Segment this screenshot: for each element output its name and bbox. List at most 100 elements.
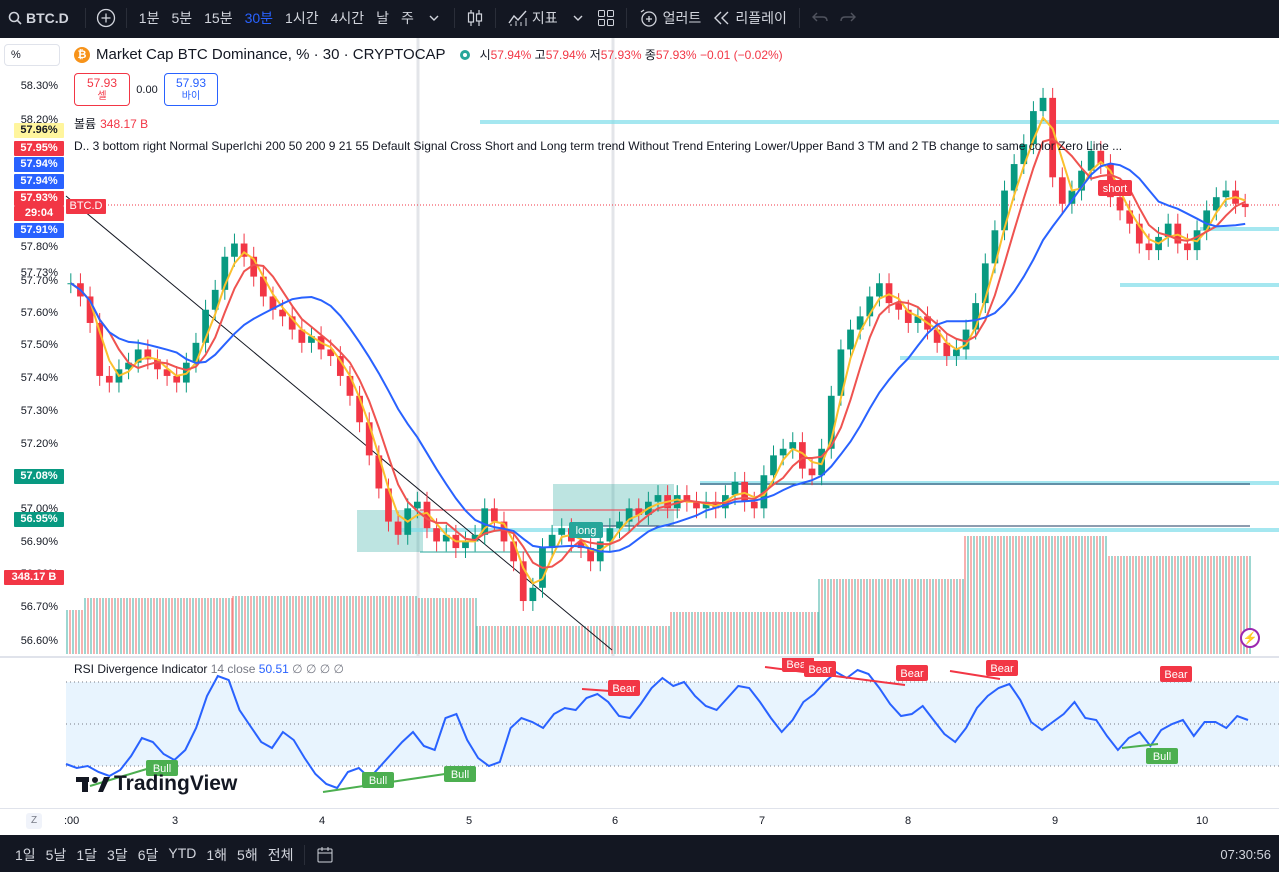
scale-mode-button[interactable]: %: [4, 44, 60, 66]
volume-bar: [790, 612, 792, 654]
goto-date-button[interactable]: [311, 837, 339, 872]
candle-body: [1116, 197, 1124, 211]
interval-3-button[interactable]: 30분: [244, 10, 274, 26]
volume-bar: [346, 596, 348, 654]
volume-bar: [551, 626, 553, 654]
volume-bar: [1105, 536, 1107, 654]
moving-average-line: [70, 162, 1246, 553]
volume-bar: [1033, 536, 1035, 654]
volume-bar: [355, 596, 357, 654]
range-0-button[interactable]: 1일: [15, 847, 36, 863]
volume-bar: [132, 598, 134, 654]
chart-area[interactable]: long short % ₿ Market Cap BTC Dominance, …: [0, 38, 1279, 835]
volume-bar: [129, 598, 131, 654]
interval-0-button[interactable]: 1분: [138, 10, 160, 26]
redo-button[interactable]: [834, 0, 862, 36]
volume-bar: [596, 626, 598, 654]
volume-legend[interactable]: 볼륨 348.17 B: [74, 117, 149, 131]
candle-body: [510, 541, 517, 562]
chart-type-button[interactable]: [461, 0, 489, 36]
volume-bar: [238, 596, 240, 654]
indicators-dropdown-button[interactable]: [564, 0, 592, 36]
symbol-search-button[interactable]: BTC.D: [0, 0, 79, 36]
volume-bar: [204, 598, 206, 654]
volume-bar: [700, 612, 702, 654]
rsi-pane[interactable]: Bear Bear Bear Bear Bear Bear Bull Bull Bull Bull…: [0, 658, 1279, 808]
undo-button[interactable]: [806, 0, 834, 36]
compare-add-button[interactable]: [92, 0, 120, 36]
volume-bar: [207, 598, 209, 654]
interval-dropdown-button[interactable]: [420, 0, 448, 36]
volume-bar: [147, 598, 149, 654]
interval-5-button[interactable]: 4시간: [330, 10, 365, 26]
volume-bar: [412, 596, 414, 654]
volume-bar: [433, 598, 435, 654]
sell-button[interactable]: 57.93 셀: [74, 73, 130, 106]
volume-bar: [1135, 556, 1137, 654]
volume-bar: [650, 626, 652, 654]
time-axis[interactable]: Z :00 3 4 5 6 7 8 9 10: [0, 808, 1279, 835]
volume-bar: [265, 596, 267, 654]
range-8-button[interactable]: 전체: [267, 847, 294, 863]
indicators-button[interactable]: 지표: [502, 0, 564, 36]
volume-bar: [727, 612, 729, 654]
interval-6-button[interactable]: 날: [376, 10, 390, 26]
market-status-icon[interactable]: [459, 49, 470, 60]
volume-bar: [195, 598, 197, 654]
range-7-button[interactable]: 5해: [237, 847, 258, 863]
interval-2-button[interactable]: 15분: [204, 10, 233, 26]
clock[interactable]: 07:30:56: [1220, 847, 1271, 862]
tradingview-logo[interactable]: TradingView: [76, 772, 237, 796]
lightning-icon[interactable]: ⚡: [1240, 628, 1260, 648]
volume-bar: [201, 598, 203, 654]
range-2-button[interactable]: 1달: [76, 847, 98, 863]
volume-bar: [1198, 556, 1200, 654]
candle-body: [1010, 164, 1018, 191]
volume-bar: [670, 612, 672, 654]
candle-body: [500, 521, 508, 542]
volume-bar: [491, 626, 493, 654]
replay-button[interactable]: 리플레이: [707, 0, 793, 36]
bear-signal-box: [1160, 666, 1192, 682]
volume-bar: [1111, 556, 1113, 654]
main-price-pane[interactable]: long short % ₿ Market Cap BTC Dominance, …: [0, 38, 1279, 656]
candle-body: [202, 309, 209, 343]
bear-signal-text: Bear: [1164, 669, 1188, 681]
candle-body: [519, 561, 527, 602]
buy-button[interactable]: 57.93 바이: [164, 73, 218, 106]
volume-bar: [376, 596, 378, 654]
legend-title[interactable]: Market Cap BTC Dominance, % · 30 · CRYPT…: [96, 46, 446, 63]
volume-bar: [1246, 556, 1248, 654]
volume-bar: [947, 579, 949, 654]
candle-body: [731, 481, 739, 496]
volume-bar: [914, 579, 916, 654]
bear-signal-box: [896, 665, 928, 681]
price-chart[interactable]: long short: [0, 38, 1279, 656]
volume-bar: [192, 598, 194, 654]
volume-bar: [225, 598, 227, 654]
range-3-button[interactable]: 3달: [107, 847, 128, 863]
volume-bar: [1237, 556, 1239, 654]
range-1-button[interactable]: 5날: [45, 847, 67, 863]
volume-bar: [593, 626, 595, 654]
range-6-button[interactable]: 1해: [206, 847, 228, 863]
bull-signal: Bull: [444, 766, 476, 782]
interval-7-button[interactable]: 주: [401, 10, 414, 26]
range-5-button[interactable]: YTD: [168, 845, 197, 861]
volume-bar: [1126, 556, 1128, 654]
indicator-legend[interactable]: D.. 3 bottom right Normal SuperIchi 200 …: [74, 139, 1123, 153]
alert-button[interactable]: 얼러트: [633, 0, 708, 36]
volume-bar: [141, 598, 143, 654]
auto-zoom-button[interactable]: Z: [26, 813, 42, 829]
templates-button[interactable]: [592, 0, 620, 36]
interval-1-button[interactable]: 5분: [171, 10, 193, 26]
interval-4-button[interactable]: 1시간: [285, 10, 319, 26]
candle-body: [904, 309, 912, 323]
rsi-legend[interactable]: RSI Divergence Indicator 14 close 50.51 …: [74, 662, 344, 676]
bear-signal-text: Bear: [900, 668, 924, 680]
range-4-button[interactable]: 6달: [137, 847, 159, 863]
volume-bar: [521, 626, 523, 654]
pane-divider[interactable]: [0, 656, 1279, 658]
candle-body: [365, 422, 373, 456]
